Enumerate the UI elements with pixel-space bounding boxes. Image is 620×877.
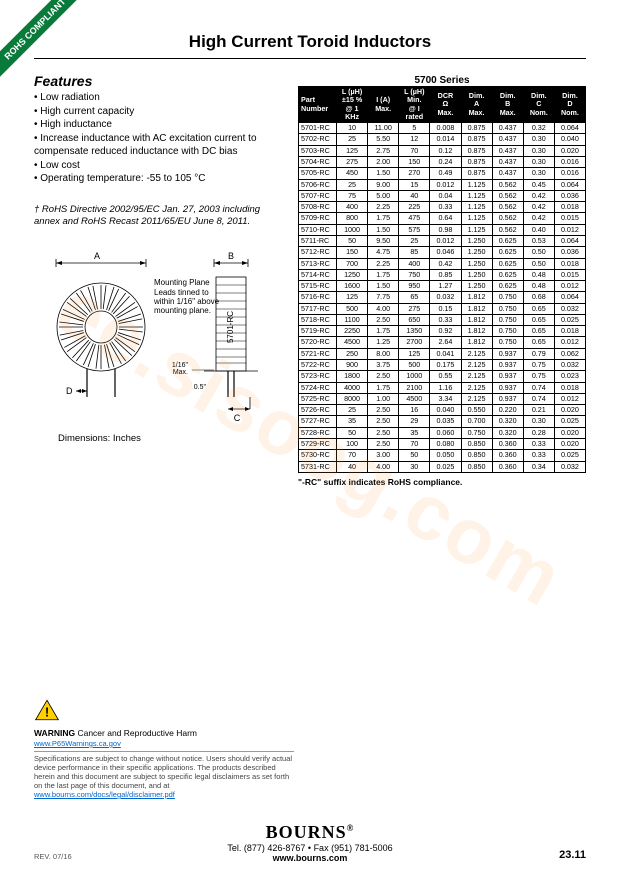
dimensions-caption: Dimensions: Inches [58,433,284,444]
column-header: Dim.CNom. [523,87,554,123]
table-row: 5728-RC502.50350.0600.7500.3200.280.020 [299,427,586,438]
page-footer: BOURNS® Tel. (877) 426-8767 • Fax (951) … [0,822,620,863]
table-row: 5705-RC4501.502700.490.8750.4370.300.016 [299,168,586,179]
column-header: L (µH)Min.@ I rated [399,87,430,123]
revision-label: REV. 07/16 [34,852,72,861]
disclaimer-text: Specifications are subject to change wit… [34,754,294,790]
table-row: 5730-RC703.00500.0500.8500.3600.330.025 [299,450,586,461]
table-row: 5701-RC1011.0050.0080.8750.4370.320.064 [299,123,586,134]
table-row: 5719-RC22501.7513500.921.8120.7500.650.0… [299,326,586,337]
rohs-directive-note: † RoHS Directive 2002/95/EC Jan. 27, 200… [34,204,284,230]
warning-block: ! WARNING Cancer and Reproductive Harm w… [34,698,294,799]
feature-item: Increase inductance with AC excitation c… [34,132,284,159]
feature-item: High current capacity [34,105,284,119]
table-row: 5714-RC12501.757500.851.2500.6250.480.01… [299,269,586,280]
footer-website: www.bourns.com [0,853,620,863]
table-row: 5731-RC404.00300.0250.8500.3600.340.032 [299,461,586,472]
p65-link[interactable]: www.P65Warnings.ca.gov [34,739,121,748]
table-row: 5723-RC18002.5010000.552.1250.9370.750.0… [299,371,586,382]
feature-item: High inductance [34,118,284,132]
table-row: 5727-RC352.50290.0350.7000.3200.300.025 [299,416,586,427]
brand-logo: BOURNS® [0,822,620,843]
column-header: DCRΩMax. [430,87,461,123]
table-row: 5711-RC509.50250.0121.2500.6250.530.064 [299,235,586,246]
table-row: 5712-RC1504.75850.0461.2500.6250.500.036 [299,247,586,258]
column-header: Dim.DNom. [554,87,585,123]
rc-suffix-note: "-RC" suffix indicates RoHS compliance. [298,477,586,487]
table-row: 5715-RC16001.509501.271.2500.6250.480.01… [299,281,586,292]
svg-text:Mounting Plane: Mounting Plane [154,278,210,287]
table-row: 5706-RC259.00150.0121.1250.5620.450.064 [299,179,586,190]
table-row: 5718-RC11002.506500.331.8120.7500.650.02… [299,314,586,325]
table-row: 5717-RC5004.002750.151.8120.7500.650.032 [299,303,586,314]
svg-text:D: D [66,386,73,396]
table-row: 5710-RC10001.505750.981.1250.5620.400.01… [299,224,586,235]
svg-text:!: ! [45,704,49,719]
table-row: 5704-RC2752.001500.240.8750.4370.300.016 [299,156,586,167]
table-row: 5713-RC7002.254000.421.2500.6250.500.018 [299,258,586,269]
warning-text: WARNING Cancer and Reproductive Harm [34,728,294,738]
disclaimer-link[interactable]: www.bourns.com/docs/legal/disclaimer.pdf [34,790,175,799]
footer-contact: Tel. (877) 426-8767 • Fax (951) 781-5006 [0,843,620,853]
table-row: 5720-RC45001.2527002.641.8120.7500.650.0… [299,337,586,348]
table-row: 5702-RC255.50120.0140.8750.4370.300.040 [299,134,586,145]
table-row: 5729-RC1002.50700.0800.8500.3600.330.020 [299,439,586,450]
table-row: 5721-RC2508.001250.0412.1250.9370.790.06… [299,348,586,359]
svg-text:A: A [94,251,100,261]
svg-text:C: C [234,413,241,423]
svg-text:5701-RC: 5701-RC [226,311,235,343]
svg-text:B: B [228,251,234,261]
column-header: I (A)Max. [368,87,399,123]
table-row: 5708-RC4002.252250.331.1250.5620.420.018 [299,202,586,213]
column-header: PartNumber [299,87,337,123]
svg-text:0.5": 0.5" [194,384,207,391]
svg-text:within 1/16" above: within 1/16" above [153,297,220,306]
column-header: Dim.AMax. [461,87,492,123]
warning-icon: ! [34,698,60,722]
features-list: Low radiationHigh current capacityHigh i… [34,91,284,186]
table-row: 5722-RC9003.755000.1752.1250.9370.750.03… [299,360,586,371]
table-row: 5707-RC755.00400.041.1250.5620.420.036 [299,190,586,201]
svg-text:mounting plane.: mounting plane. [154,306,211,315]
spec-table: PartNumberL (µH)±15 %@ 1 KHzI (A)Max.L (… [298,86,586,473]
page-number: 23.11 [559,849,586,861]
feature-item: Low radiation [34,91,284,105]
table-row: 5724-RC40001.7521001.162.1250.9370.740.0… [299,382,586,393]
series-title: 5700 Series [298,73,586,86]
table-row: 5703-RC1252.75700.120.8750.4370.300.020 [299,145,586,156]
dimension-diagram: A D [34,249,284,444]
svg-text:Leads tinned to: Leads tinned to [154,288,209,297]
feature-item: Low cost [34,159,284,173]
svg-text:1/16": 1/16" [172,362,189,369]
column-header: L (µH)±15 %@ 1 KHz [337,87,368,123]
feature-item: Operating temperature: -55 to 105 °C [34,172,284,186]
table-row: 5726-RC252.50160.0400.5500.2200.210.020 [299,405,586,416]
svg-text:Max.: Max. [173,369,188,376]
table-row: 5716-RC1257.75650.0321.8120.7500.680.064 [299,292,586,303]
page-title: High Current Toroid Inductors [34,0,586,59]
features-heading: Features [34,73,284,89]
table-row: 5709-RC8001.754750.641.1250.5620.420.015 [299,213,586,224]
column-header: Dim.BMax. [492,87,523,123]
table-row: 5725-RC80001.0045003.342.1250.9370.740.0… [299,393,586,404]
